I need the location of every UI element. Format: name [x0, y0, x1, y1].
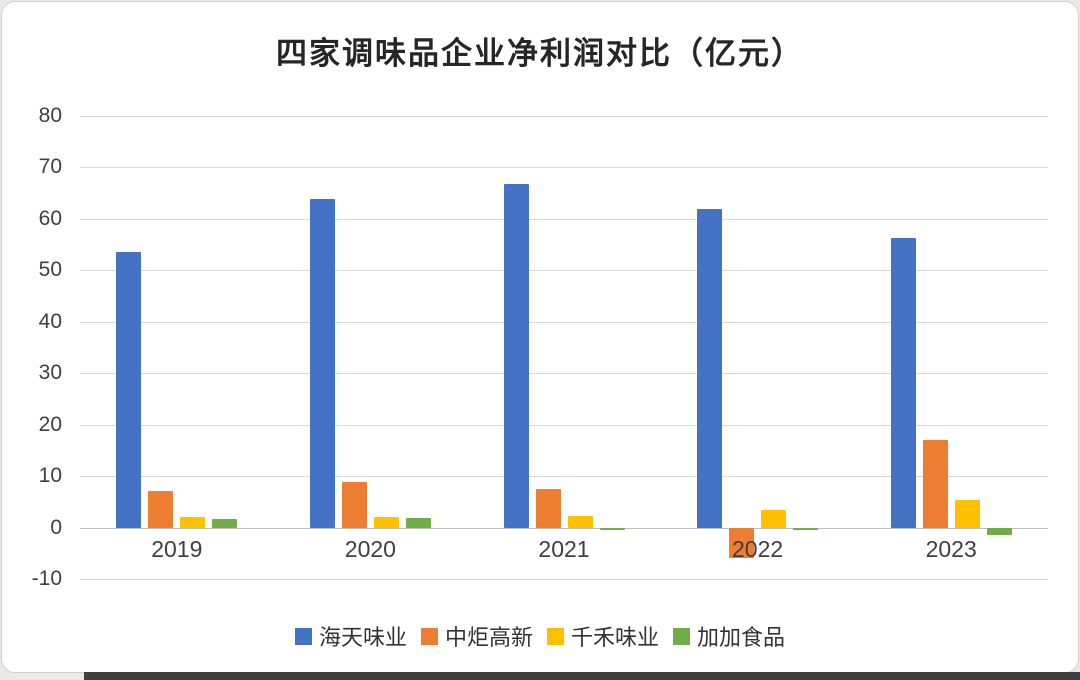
legend-label: 海天味业: [318, 625, 407, 650]
gridline: [80, 167, 1048, 169]
bar-千禾味业-2019: [180, 517, 206, 528]
zero-axis-line: [80, 527, 1048, 529]
chart-title: 四家调味品企业净利润对比（亿元）: [276, 36, 804, 71]
y-axis: 80 70 60 50 40 30 20 10 0 -10: [2, 105, 68, 590]
legend-label: 加加食品: [697, 625, 786, 650]
gridline: [80, 321, 1048, 323]
gridline: [80, 373, 1048, 375]
bar-千禾味业-2023: [954, 500, 980, 528]
x-tick-label: 2019: [151, 535, 203, 562]
legend-swatch: [547, 627, 564, 645]
bar-中炬高新-2023: [922, 440, 948, 528]
legend-item-加加食品: 加加食品: [673, 620, 785, 652]
x-tick-label: 2020: [344, 535, 396, 562]
gridline: [80, 116, 1048, 117]
y-tick-label: 50: [38, 258, 62, 282]
bar-海天味业-2019: [116, 252, 142, 528]
y-tick-label: -10: [31, 567, 62, 590]
gridline: [80, 218, 1048, 220]
bar-中炬高新-2019: [148, 490, 174, 528]
legend-label: 中炬高新: [444, 625, 533, 650]
bar-加加食品-2023: [986, 527, 1012, 536]
x-tick-label: 2021: [538, 535, 590, 562]
bar-加加食品-2020: [405, 518, 431, 528]
bar-中炬高新-2020: [341, 481, 367, 528]
legend-swatch: [673, 627, 691, 645]
legend-item-海天味业: 海天味业: [294, 620, 407, 652]
bar-千禾味业-2021: [567, 516, 593, 528]
bar-加加食品-2021: [599, 527, 625, 530]
legend-item-中炬高新: 中炬高新: [420, 620, 533, 652]
bar-中炬高新-2022: [729, 527, 755, 558]
window-bottom-edge: [84, 672, 1080, 680]
legend-swatch: [420, 627, 438, 645]
y-tick-label: 80: [38, 104, 62, 127]
bar-中炬高新-2021: [535, 489, 561, 528]
y-tick-label: 60: [38, 206, 62, 230]
bar-海天味业-2022: [697, 209, 723, 528]
bar-海天味业-2021: [503, 184, 529, 528]
bar-加加食品-2022: [793, 527, 819, 530]
y-tick-label: 30: [38, 361, 62, 385]
y-tick-label: 70: [38, 155, 62, 179]
y-tick-label: 40: [38, 309, 62, 333]
y-tick-label: 10: [38, 464, 62, 488]
bar-海天味业-2020: [309, 198, 335, 528]
legend-label: 千禾味业: [571, 625, 660, 650]
y-tick-label: 20: [38, 412, 62, 436]
bar-加加食品-2019: [212, 519, 238, 528]
gridline: [80, 424, 1048, 426]
legend-item-千禾味业: 千禾味业: [547, 620, 659, 652]
x-tick-label: 2023: [925, 535, 977, 562]
bar-千禾味业-2020: [373, 516, 399, 528]
bar-海天味业-2023: [890, 237, 916, 528]
legend: 海天味业 中炬高新 千禾味业 加加食品: [2, 620, 1078, 652]
gridline: [80, 270, 1048, 272]
bar-千禾味业-2022: [761, 510, 787, 528]
legend-swatch: [294, 627, 312, 645]
x-tick-label: 2022: [732, 535, 784, 562]
y-tick-label: 0: [50, 515, 62, 539]
gridline: [80, 579, 1048, 580]
gridline: [80, 476, 1048, 478]
plot-area: 2019 2020 2021 2022 2023: [80, 116, 1048, 580]
